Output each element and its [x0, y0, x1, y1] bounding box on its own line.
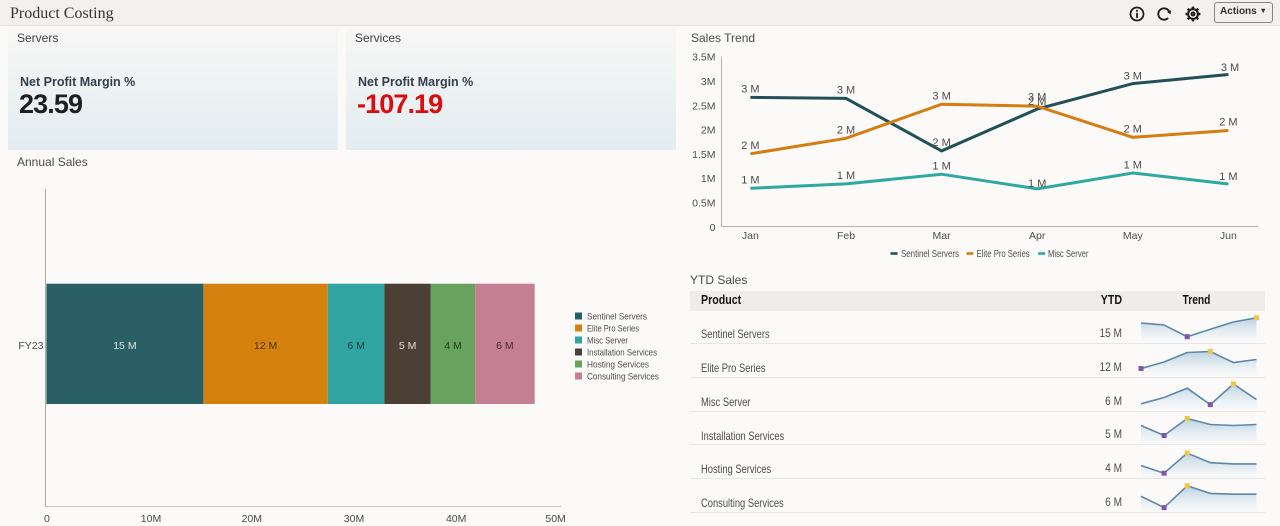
svg-text:5 M: 5 M — [399, 340, 417, 352]
svg-text:1M: 1M — [701, 173, 716, 185]
svg-text:0: 0 — [710, 222, 716, 234]
svg-text:2M: 2M — [701, 125, 716, 137]
svg-text:30M: 30M — [344, 513, 364, 525]
svg-text:Misc Server: Misc Server — [1048, 248, 1089, 260]
svg-text:3M: 3M — [701, 76, 716, 88]
svg-text:2 M: 2 M — [837, 124, 855, 136]
svg-text:2 M: 2 M — [1219, 117, 1237, 129]
svg-text:Sentinel Servers: Sentinel Servers — [901, 248, 959, 260]
svg-text:FY23: FY23 — [18, 340, 43, 352]
svg-text:Annual Sales: Annual Sales — [17, 155, 88, 169]
svg-text:Elite Pro Series: Elite Pro Series — [587, 324, 639, 335]
svg-text:Mar: Mar — [933, 230, 952, 242]
svg-text:2 M: 2 M — [1028, 96, 1046, 108]
svg-text:1 M: 1 M — [837, 170, 855, 182]
svg-text:Sentinel Servers: Sentinel Servers — [587, 312, 647, 323]
svg-text:1 M: 1 M — [932, 160, 950, 172]
svg-text:Misc Server: Misc Server — [587, 336, 628, 347]
svg-text:3 M: 3 M — [1124, 71, 1142, 83]
svg-text:12 M: 12 M — [254, 340, 277, 352]
svg-text:50M: 50M — [545, 513, 565, 525]
svg-text:2.5M: 2.5M — [692, 100, 715, 112]
svg-text:Apr: Apr — [1029, 230, 1046, 242]
svg-text:2 M: 2 M — [741, 140, 759, 152]
svg-text:Consulting Services: Consulting Services — [587, 372, 659, 383]
svg-text:1.5M: 1.5M — [692, 149, 715, 161]
svg-text:4 M: 4 M — [444, 340, 462, 352]
svg-text:Jan: Jan — [742, 230, 759, 242]
svg-text:1 M: 1 M — [1028, 178, 1046, 190]
svg-text:20M: 20M — [242, 513, 262, 525]
svg-text:May: May — [1123, 230, 1144, 242]
svg-text:0: 0 — [44, 513, 50, 525]
svg-text:3 M: 3 M — [1028, 92, 1046, 104]
svg-text:1 M: 1 M — [741, 174, 759, 186]
svg-text:3.5M: 3.5M — [692, 52, 715, 64]
svg-text:0.5M: 0.5M — [692, 198, 715, 210]
svg-text:Elite Pro Series: Elite Pro Series — [977, 248, 1030, 260]
svg-text:6 M: 6 M — [496, 340, 514, 352]
svg-text:10M: 10M — [141, 513, 161, 525]
svg-text:3 M: 3 M — [1221, 62, 1239, 74]
svg-text:Installation Services: Installation Services — [587, 348, 657, 359]
svg-text:1 M: 1 M — [1219, 171, 1237, 183]
svg-text:Hosting Services: Hosting Services — [587, 360, 649, 371]
svg-text:2 M: 2 M — [932, 137, 950, 149]
svg-text:40M: 40M — [446, 513, 466, 525]
svg-text:1 M: 1 M — [1124, 159, 1142, 171]
svg-text:6 M: 6 M — [347, 340, 365, 352]
svg-text:15 M: 15 M — [113, 340, 136, 352]
svg-text:2 M: 2 M — [1124, 123, 1142, 135]
svg-text:3 M: 3 M — [741, 84, 759, 96]
svg-text:3 M: 3 M — [932, 90, 950, 102]
svg-text:3 M: 3 M — [837, 85, 855, 97]
svg-text:Sales Trend: Sales Trend — [691, 31, 755, 45]
svg-text:Jun: Jun — [1220, 230, 1237, 242]
svg-text:Feb: Feb — [837, 230, 855, 242]
